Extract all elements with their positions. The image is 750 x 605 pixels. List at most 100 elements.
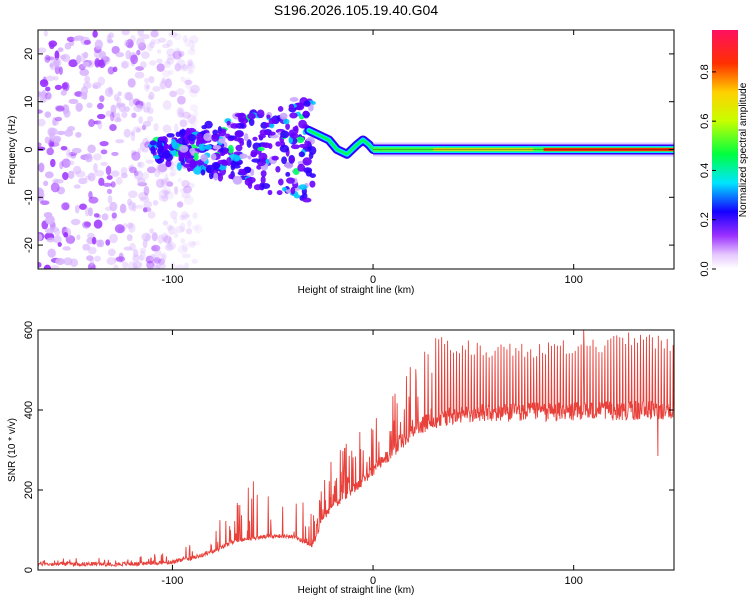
noise-blob — [79, 69, 89, 76]
scatter-blob — [275, 166, 280, 173]
noise-blob — [61, 90, 67, 96]
noise-blob — [192, 225, 199, 231]
scatter-blob — [303, 111, 309, 116]
noise-blob — [108, 248, 116, 256]
noise-blob — [182, 112, 191, 119]
scatter-blob — [257, 147, 264, 151]
noise-blob — [109, 234, 118, 243]
scatter-blob — [228, 174, 233, 179]
scatter-blob — [303, 101, 310, 107]
noise-blob — [130, 54, 138, 64]
noise-blob — [46, 75, 55, 81]
noise-blob — [163, 125, 172, 133]
noise-blob — [93, 153, 102, 160]
noise-blob — [87, 145, 96, 154]
scatter-blob — [226, 157, 232, 166]
noise-blob — [62, 246, 71, 250]
noise-blob — [66, 149, 71, 158]
noise-blob — [101, 149, 108, 154]
scatter-blob — [247, 155, 251, 159]
noise-blob — [88, 247, 97, 254]
noise-blob — [137, 27, 143, 37]
noise-blob — [88, 172, 96, 181]
noise-blob — [148, 211, 156, 219]
noise-blob — [115, 139, 124, 143]
y-tick-label: 10 — [23, 96, 35, 108]
noise-blob — [48, 40, 57, 47]
noise-blob — [74, 184, 81, 188]
noise-blob — [109, 202, 117, 212]
scatter-blob — [179, 145, 188, 153]
noise-blob — [153, 123, 158, 131]
noise-blob — [136, 128, 141, 133]
noise-blob — [188, 48, 196, 55]
noise-blob — [94, 213, 100, 218]
colorbar-gradient — [712, 30, 738, 269]
noise-blob — [127, 234, 133, 241]
noise-blob — [133, 266, 139, 272]
noise-blob — [55, 106, 64, 112]
noise-blob — [164, 178, 169, 184]
scatter-blob — [278, 179, 284, 186]
scatter-blob — [201, 125, 207, 129]
noise-blob — [146, 102, 152, 109]
noise-blob — [114, 118, 122, 123]
scatter-blob — [309, 181, 315, 188]
noise-blob — [151, 245, 160, 252]
scatter-blob — [280, 145, 289, 153]
chart-title: S196.2026.105.19.40.G04 — [274, 2, 438, 18]
noise-blob — [174, 186, 178, 195]
noise-blob — [190, 85, 199, 94]
noise-blob — [140, 61, 147, 68]
scatter-blob — [278, 106, 284, 112]
scatter-blob — [211, 153, 217, 160]
scatter-blob — [212, 130, 218, 135]
noise-blob — [162, 79, 170, 83]
scatter-blob — [298, 184, 307, 190]
noise-blob — [150, 30, 158, 37]
noise-blob — [173, 217, 177, 224]
scatter-blob — [150, 146, 155, 155]
scatter-blob — [218, 138, 225, 143]
noise-blob — [180, 222, 186, 232]
noise-blob — [162, 187, 172, 194]
noise-blob — [45, 171, 54, 178]
scatter-blob — [233, 176, 243, 185]
noise-blob — [68, 160, 74, 165]
noise-blob — [180, 188, 187, 194]
noise-blob — [55, 258, 65, 265]
noise-blob — [131, 113, 136, 118]
noise-blob — [111, 152, 118, 156]
spectrogram-panel: -100 0 100-20-1001020 Height of straight l… — [7, 27, 674, 296]
noise-blob — [176, 59, 185, 69]
noise-blob — [157, 49, 161, 53]
noise-blob — [139, 255, 144, 262]
scatter-blob — [194, 153, 199, 162]
noise-blob — [97, 103, 104, 109]
noise-blob — [143, 207, 148, 212]
scatter-blob — [213, 173, 218, 181]
noise-blob — [45, 92, 51, 100]
noise-blob — [137, 105, 142, 110]
noise-blob — [187, 241, 196, 247]
noise-blob — [163, 235, 171, 244]
noise-blob — [85, 207, 89, 217]
noise-blob — [121, 111, 127, 118]
scatter-blob — [230, 123, 239, 129]
noise-blob — [137, 161, 144, 168]
noise-blob — [54, 179, 64, 184]
scatter-blob — [289, 104, 294, 110]
noise-blob — [143, 121, 151, 127]
scatter-blob — [302, 157, 311, 165]
y-tick-label: 0 — [23, 567, 35, 573]
x-tick-label: 100 — [565, 274, 583, 286]
noise-blob — [36, 262, 42, 268]
noise-blob — [67, 126, 75, 131]
scatter-blob — [293, 126, 298, 131]
noise-blob — [149, 60, 156, 65]
noise-blob — [137, 177, 145, 185]
noise-blob — [173, 33, 182, 40]
scatter-blob — [244, 133, 249, 141]
noise-blob — [71, 219, 81, 225]
noise-blob — [192, 212, 197, 219]
